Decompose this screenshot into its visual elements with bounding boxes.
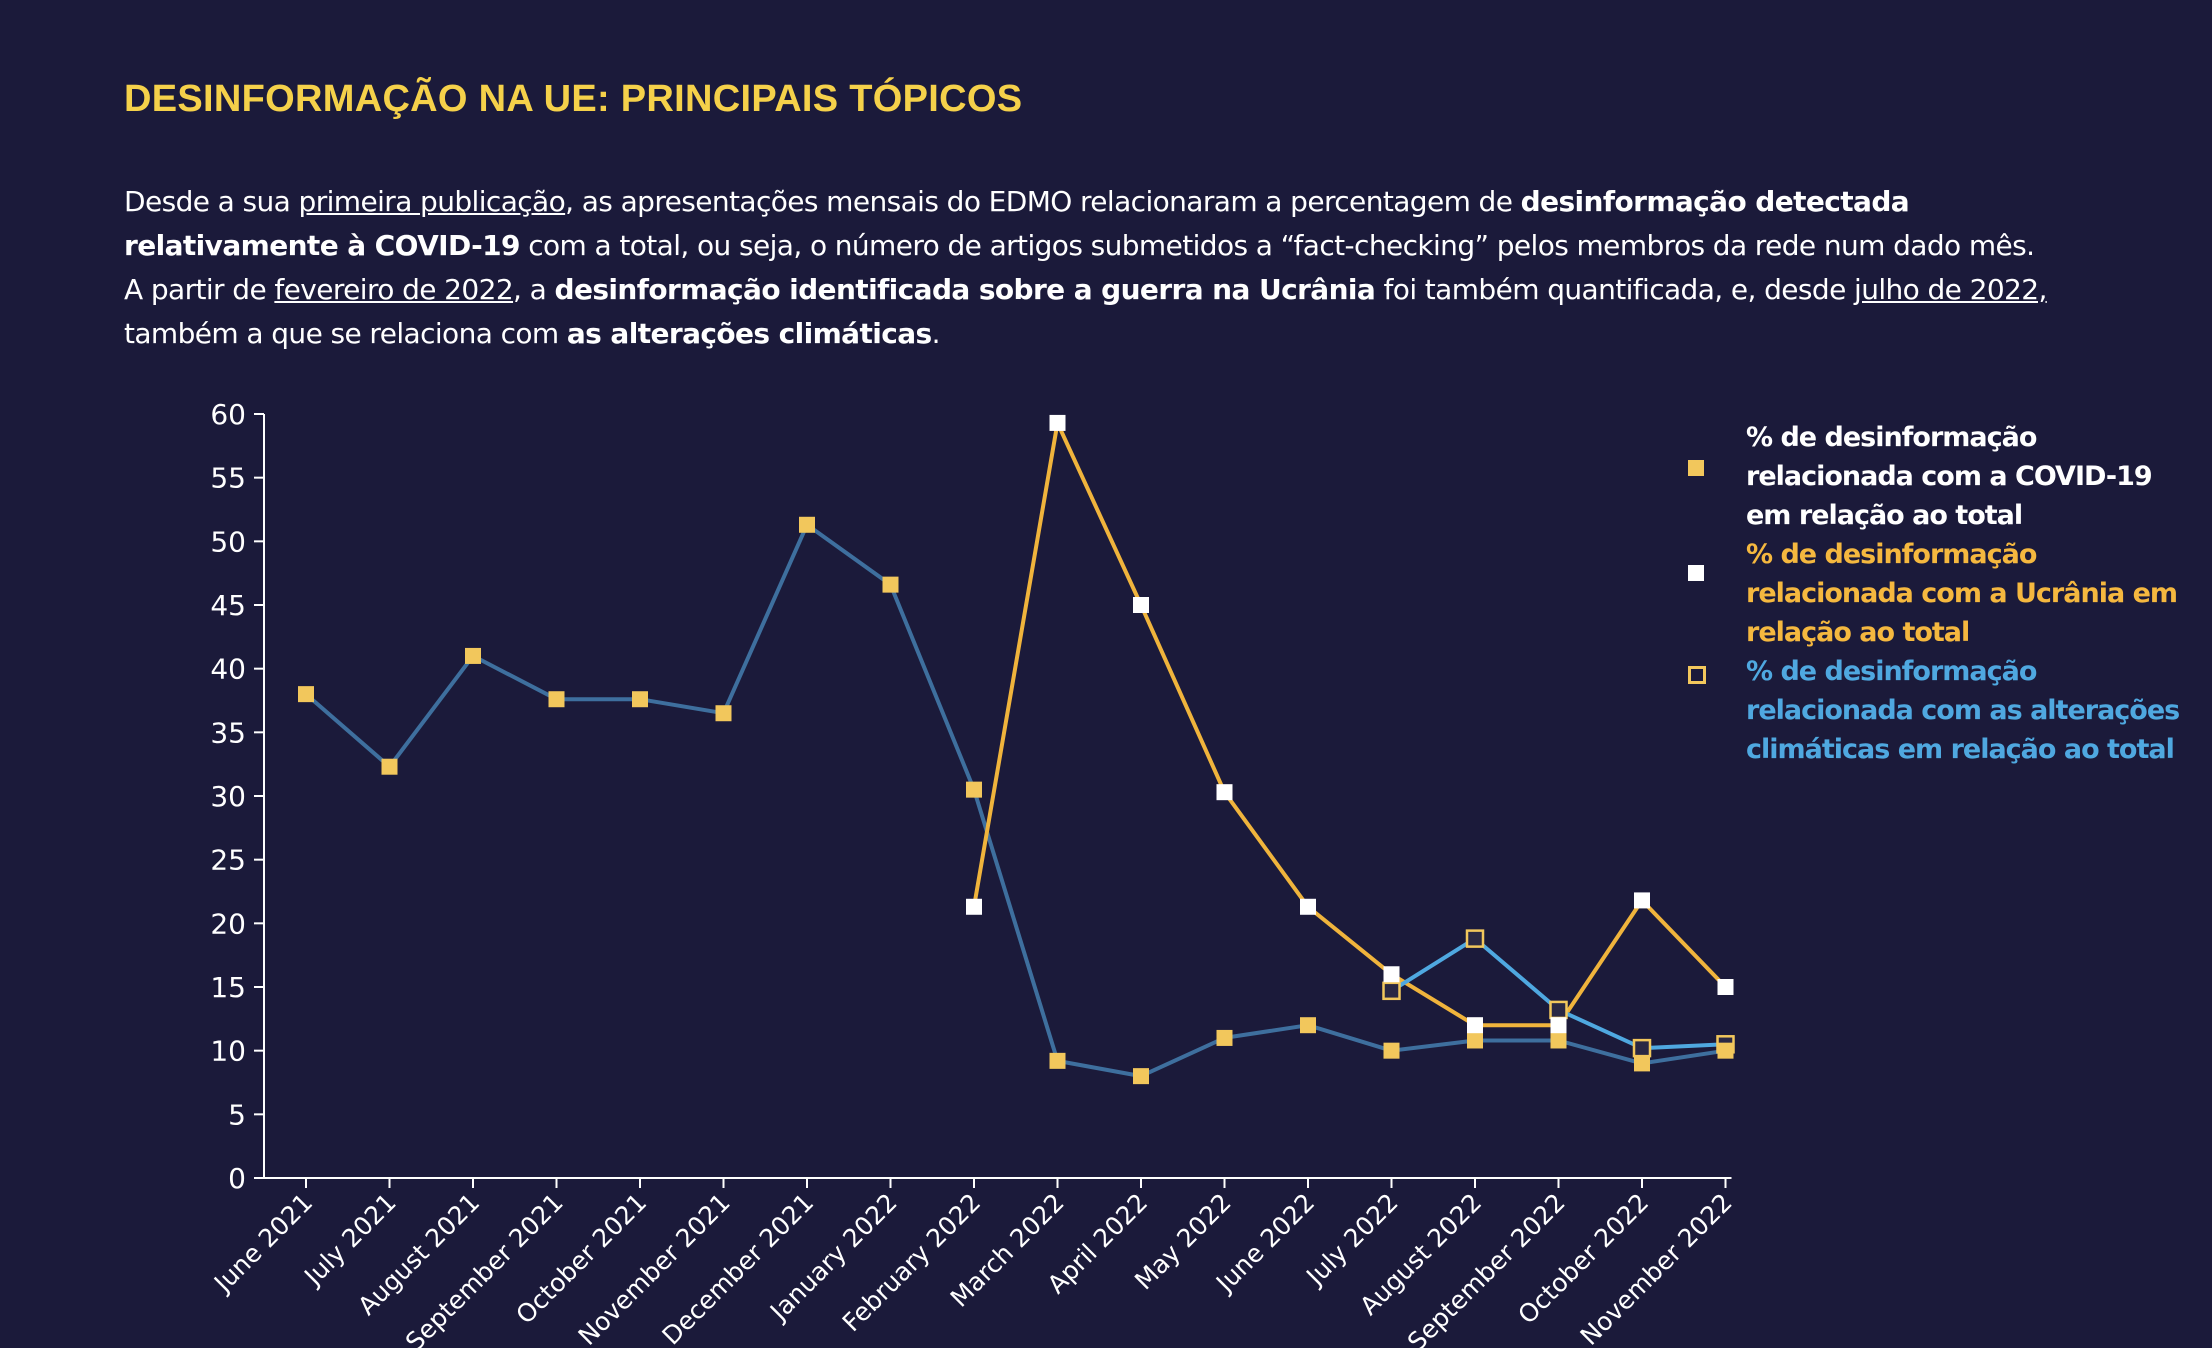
data-point-covid (632, 691, 648, 708)
data-point-ukraine (1133, 597, 1149, 613)
y-tick-label: 30 (210, 780, 246, 813)
intro-p2-c: foi também quantificada, e, desde (1375, 273, 1855, 306)
intro-line-3: A partir de fevereiro de 2022, a desinfo… (124, 268, 2124, 312)
data-point-covid (1717, 1042, 1734, 1059)
intro-p1-a: Desde a sua (124, 185, 299, 218)
intro-p1-bold-start: desinformação detectada (1520, 185, 1910, 218)
intro-p1-c: com a total, ou seja, o número de artigo… (519, 229, 2035, 262)
y-tick-label: 45 (210, 589, 246, 622)
data-point-ukraine (1049, 414, 1066, 431)
data-point-climate (1382, 981, 1401, 1001)
data-point-covid (1550, 1032, 1567, 1049)
link-first-publication[interactable]: primeira publicação (298, 185, 566, 218)
data-point-ukraine (1467, 1017, 1483, 1034)
x-tick-label: November 2021 (573, 1188, 736, 1348)
y-tick-label: 60 (210, 398, 246, 431)
intro-p2-b: , a (513, 273, 555, 306)
data-point-climate (1549, 1000, 1568, 1020)
data-point-ukraine (1300, 898, 1316, 915)
y-tick-label: 20 (210, 907, 246, 940)
y-tick-label: 25 (210, 844, 246, 877)
x-tick-label: December 2021 (656, 1188, 819, 1348)
intro-text: Desde a sua primeira publicação, as apre… (124, 180, 2124, 356)
intro-p2-e: . (931, 317, 941, 350)
data-point-covid (799, 516, 815, 533)
intro-p2-a: A partir de (124, 273, 275, 306)
legend-swatch-ukraine (1688, 565, 1704, 581)
y-tick-label: 15 (210, 971, 246, 1004)
y-tick-label: 0 (228, 1162, 246, 1195)
data-point-covid (381, 758, 398, 775)
series-line-ukraine (972, 420, 1727, 1028)
y-tick-label: 35 (210, 716, 246, 749)
intro-line-2: relativamente à COVID-19 com a total, ou… (124, 224, 2124, 268)
legend-item-ukraine[interactable]: % de desinformação relacionada com a Ucr… (1680, 535, 2200, 652)
data-point-covid (1300, 1017, 1316, 1034)
data-point-covid (882, 576, 899, 593)
data-point-ukraine (1634, 892, 1650, 909)
legend: % de desinformação relacionada com a COV… (1680, 418, 2200, 769)
data-point-ukraine (1550, 1017, 1567, 1034)
legend-swatch-covid (1688, 460, 1704, 476)
legend-item-climate[interactable]: % de desinformação relacionada com as al… (1680, 652, 2200, 769)
data-point-ukraine (966, 898, 982, 915)
intro-p2-bold2: as alterações climáticas (566, 317, 932, 350)
legend-label-climate: % de desinformação relacionada com as al… (1746, 656, 2180, 765)
data-point-covid (1133, 1068, 1149, 1085)
y-tick-label: 50 (210, 525, 246, 558)
data-point-covid (715, 705, 732, 722)
data-point-covid (1383, 1042, 1400, 1059)
data-point-covid (1049, 1052, 1066, 1069)
data-point-covid (548, 691, 565, 708)
data-point-ukraine (1216, 784, 1233, 801)
series-line-covid (304, 522, 1726, 1079)
data-point-covid (1467, 1032, 1483, 1049)
data-point-climate (1632, 1038, 1652, 1058)
y-tick-label: 40 (210, 653, 246, 686)
data-point-covid (1634, 1055, 1650, 1072)
intro-line-1: Desde a sua primeira publicação, as apre… (124, 180, 2124, 224)
data-point-covid (1216, 1029, 1233, 1046)
intro-p1-b: , as apresentações mensais do EDMO relac… (565, 185, 1521, 218)
data-point-climate (1465, 929, 1485, 948)
legend-item-covid[interactable]: % de desinformação relacionada com a COV… (1680, 418, 2200, 535)
y-tick-label: 5 (228, 1098, 246, 1131)
link-february-2022[interactable]: fevereiro de 2022 (274, 273, 514, 306)
data-point-covid (298, 686, 314, 703)
legend-swatch-climate (1688, 666, 1706, 684)
x-tick-label: November 2022 (1575, 1188, 1738, 1348)
y-tick-label: 10 (210, 1035, 246, 1068)
data-point-covid (465, 647, 481, 664)
intro-line-4: também a que se relaciona com as alteraç… (124, 312, 2124, 356)
y-tick-label: 55 (210, 462, 246, 495)
legend-label-covid: % de desinformação relacionada com a COV… (1746, 422, 2153, 531)
intro-p2-d: também a que se relaciona com (124, 317, 567, 350)
data-point-ukraine (1383, 966, 1400, 983)
intro-p2-bold1: desinformação identificada sobre a guerr… (554, 273, 1376, 306)
link-july-2022[interactable]: julho de 2022, (1854, 273, 2047, 306)
legend-label-ukraine: % de desinformação relacionada com a Ucr… (1746, 539, 2178, 648)
data-point-covid (966, 781, 982, 798)
data-point-ukraine (1717, 979, 1734, 995)
x-tick-label: June 2021 (207, 1188, 318, 1299)
chart-title: DESINFORMAÇÃO NA UE: PRINCIPAIS TÓPICOS (124, 78, 1023, 120)
intro-p1-bold-end: relativamente à COVID-19 (124, 229, 521, 262)
